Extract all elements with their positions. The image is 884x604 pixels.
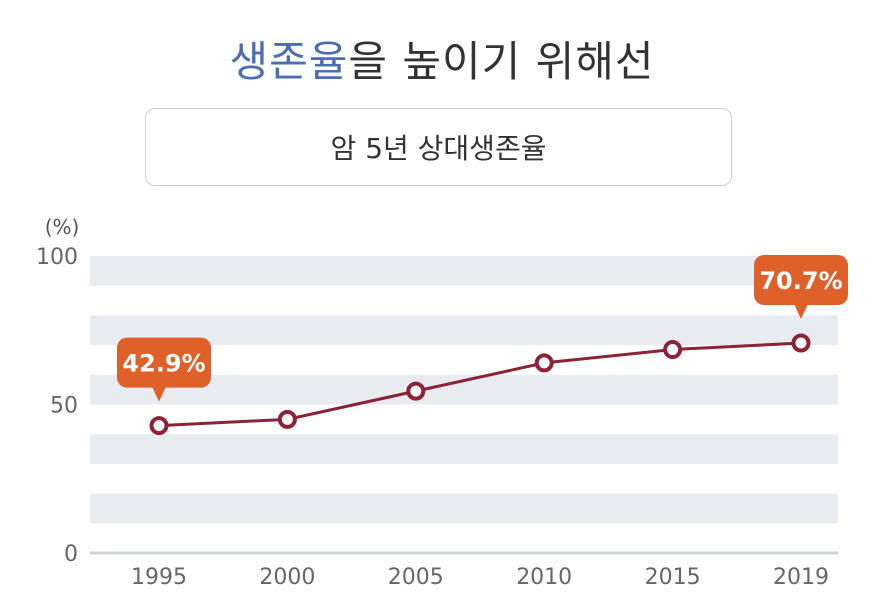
y-tick-label: 100 [36, 245, 78, 270]
y-tick-label: 50 [50, 394, 78, 419]
callout: 42.9% [117, 337, 211, 402]
x-tick-label: 2005 [388, 565, 444, 590]
callout-pointer [794, 304, 808, 320]
data-points [149, 333, 811, 436]
page-title: 생존율을 높이기 위해선 [0, 28, 884, 89]
title-accent: 생존율 [229, 37, 349, 86]
data-point [663, 340, 683, 360]
x-tick-label: 2015 [645, 565, 701, 590]
callout: 70.7% [754, 255, 848, 320]
data-point [149, 416, 169, 436]
x-tick-label: 2010 [516, 565, 572, 590]
callout-box [117, 337, 211, 388]
x-tick-label: 2000 [259, 565, 315, 590]
callouts: 42.9% 70.7% [117, 255, 848, 402]
chart-subtitle: 암 5년 상대생존율 [330, 132, 547, 165]
grid-band [90, 256, 838, 286]
title-rest: 을 높이기 위해선 [348, 37, 655, 86]
y-axis: (%) 0 50 100 [36, 215, 79, 567]
y-axis-unit: (%) [45, 215, 80, 239]
callout-label: 70.7% [759, 267, 842, 295]
grid-bands [90, 256, 838, 524]
data-point [791, 333, 811, 353]
subtitle-box: 암 5년 상대생존율 [145, 108, 732, 186]
grid-band [90, 493, 838, 524]
x-tick-label: 1995 [131, 565, 187, 590]
data-point [406, 381, 426, 401]
data-point [277, 409, 297, 429]
callout-pointer [152, 386, 166, 402]
callout-label: 42.9% [122, 350, 205, 378]
grid-band [90, 434, 838, 464]
series-line [158, 341, 802, 428]
data-point [534, 353, 554, 373]
x-tick-label: 2019 [773, 565, 829, 590]
grid-band [90, 315, 838, 346]
y-tick-label: 0 [64, 542, 78, 567]
x-axis: 1995 2000 2005 2010 2015 2019 [131, 565, 829, 590]
callout-box [754, 255, 848, 306]
